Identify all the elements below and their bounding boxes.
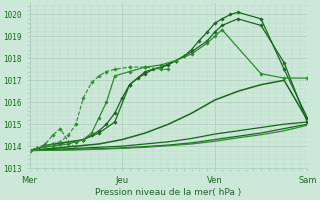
X-axis label: Pression niveau de la mer( hPa ): Pression niveau de la mer( hPa ): [95, 188, 242, 197]
